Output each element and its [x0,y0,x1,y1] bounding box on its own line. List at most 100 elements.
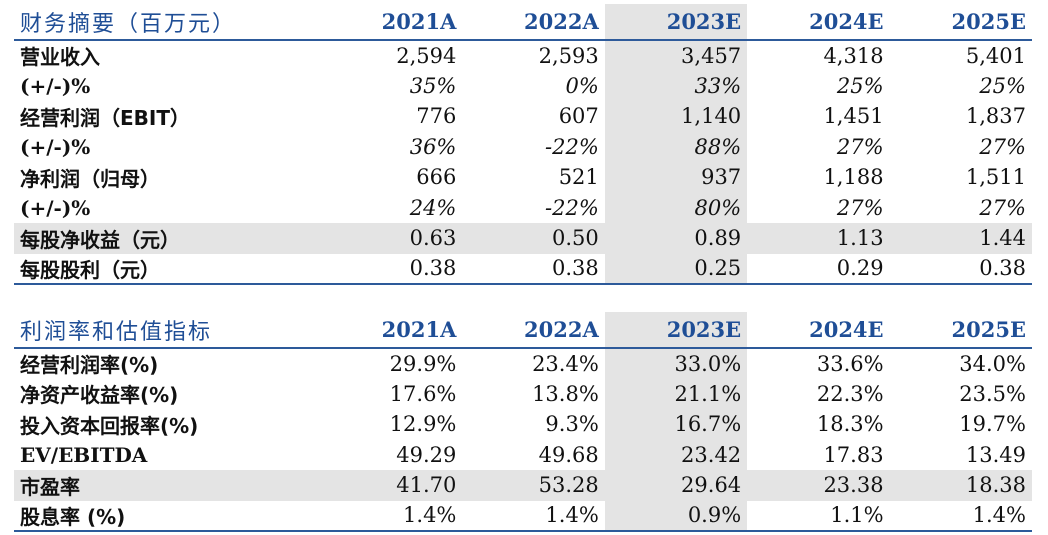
value-cell: 5,401 [965,43,1026,68]
year-header: 2021A [320,4,463,41]
value-cell: 0.9% [604,500,748,532]
table-row: EV/EBITDA 49.29 49.68 23.42 17.83 13.49 [14,439,1032,470]
value-cell: 0.89 [604,223,748,254]
summary-header-row: 财务摘要（百万元） 2021A 2022A 2023E 2024E 2025E [14,4,1032,41]
value-cell: 29.64 [604,470,748,501]
row-label: 每股净收益（元） [14,223,320,254]
value-cell: 49.68 [538,442,599,467]
value-cell: 1,837 [965,104,1026,129]
table-row: 投入资本回报率(%) 12.9% 9.3% 16.7% 18.3% 19.7% [14,409,1032,440]
value-cell: 21.1% [604,378,748,409]
value-cell: 0% [565,73,599,98]
value-cell: 1.4% [889,500,1032,532]
value-cell: 80% [604,192,748,223]
table-row: 每股股利（元） 0.38 0.38 0.25 0.29 0.38 [14,253,1032,285]
valuation-body: 经营利润率(%) 29.9% 23.4% 33.0% 33.6% 34.0% 净资产收益率(… [14,348,1032,532]
value-cell: 16.7% [604,409,748,440]
row-label: (+/-)% [20,73,91,98]
row-label: (+/-)% [20,195,91,220]
valuation-header-row: 利润率和估值指标 2021A 2022A 2023E 2024E 2025E [14,312,1032,349]
table-row: 经营利润（EBIT） 776 607 1,140 1,451 1,837 [14,101,1032,132]
valuation-title: 利润率和估值指标 [14,312,320,349]
value-cell: 35% [409,73,457,98]
value-cell: 13.8% [532,381,599,406]
value-cell: 33% [604,70,748,101]
value-cell: -22% [545,134,599,159]
year-header: 2025E [889,4,1032,41]
table-row: (+/-)% 35% 0% 33% 25% 25% [14,70,1032,101]
row-label: 净资产收益率(%) [20,383,179,408]
value-cell: 88% [604,131,748,162]
value-cell: 607 [558,104,599,129]
value-cell: 33.6% [816,351,884,376]
year-header: 2024E [747,312,890,349]
value-cell: 0.63 [320,223,463,254]
summary-body: 营业收入 2,594 2,593 3,457 4,318 5,401 (+/-)% 35% 0%… [14,40,1032,285]
value-cell: 23.38 [747,470,890,501]
value-cell: 1,188 [823,165,884,190]
value-cell: 25% [836,73,884,98]
row-label: 每股股利（元） [14,253,320,285]
year-header: 2021A [320,312,463,349]
year-header: 2023E [604,312,748,349]
row-label: 经营利润（EBIT） [20,105,190,130]
value-cell: 24% [409,195,457,220]
value-cell: 34.0% [959,351,1026,376]
table-row: 净利润（归母） 666 521 937 1,188 1,511 [14,162,1032,193]
row-label: 营业收入 [20,45,100,70]
value-cell: 17.83 [823,442,884,467]
year-header: 2023E [604,4,748,41]
value-cell: 666 [416,165,457,190]
value-cell: 23.4% [532,351,599,376]
row-label: EV/EBITDA [20,442,148,467]
value-cell: 41.70 [320,470,463,501]
row-label: 市盈率 [14,470,320,501]
value-cell: 29.9% [389,351,457,376]
year-header: 2022A [462,4,605,41]
value-cell: 1.1% [747,500,890,532]
value-cell: 22.3% [816,381,884,406]
table-row: 市盈率 41.70 53.28 29.64 23.38 18.38 [14,470,1032,501]
value-cell: 3,457 [604,40,748,71]
value-cell: 1,511 [965,165,1026,190]
value-cell: 0.25 [604,253,748,285]
value-cell: 0.38 [320,253,463,285]
table-row: (+/-)% 36% -22% 88% 27% 27% [14,131,1032,162]
year-header: 2022A [462,312,605,349]
value-cell: 27% [836,195,884,220]
value-cell: 19.7% [959,412,1026,437]
row-label: (+/-)% [20,134,91,159]
valuation-metrics-table: 利润率和估值指标 2021A 2022A 2023E 2024E 2025E 经… [14,312,1032,532]
row-label: 股息率 (%) [14,500,320,532]
table-row: (+/-)% 24% -22% 80% 27% 27% [14,192,1032,223]
value-cell: 1.44 [889,223,1032,254]
value-cell: 49.29 [396,442,457,467]
year-header: 2025E [889,312,1032,349]
value-cell: 4,318 [823,43,884,68]
value-cell: 2,593 [538,43,599,68]
table-row: 净资产收益率(%) 17.6% 13.8% 21.1% 22.3% 23.5% [14,378,1032,409]
value-cell: 1.4% [320,500,463,532]
year-header: 2024E [747,4,890,41]
table-row: 股息率 (%) 1.4% 1.4% 0.9% 1.1% 1.4% [14,500,1032,532]
row-label: 经营利润率(%) [20,353,159,378]
value-cell: 25% [979,73,1026,98]
row-label: 投入资本回报率(%) [20,413,199,438]
value-cell: 0.29 [747,253,890,285]
value-cell: 53.28 [462,470,605,501]
value-cell: 27% [979,195,1026,220]
value-cell: 27% [979,134,1026,159]
row-label: 净利润（归母） [20,166,160,191]
value-cell: 18.38 [889,470,1032,501]
value-cell: 0.50 [462,223,605,254]
financial-summary-table: 财务摘要（百万元） 2021A 2022A 2023E 2024E 2025E … [14,4,1032,285]
value-cell: 17.6% [389,381,457,406]
value-cell: 23.5% [959,381,1026,406]
value-cell: 12.9% [389,412,457,437]
value-cell: 1,451 [823,104,884,129]
value-cell: 937 [604,162,748,193]
value-cell: 2,594 [396,43,457,68]
value-cell: 18.3% [816,412,884,437]
value-cell: 1,140 [604,101,748,132]
value-cell: 0.38 [889,253,1032,285]
